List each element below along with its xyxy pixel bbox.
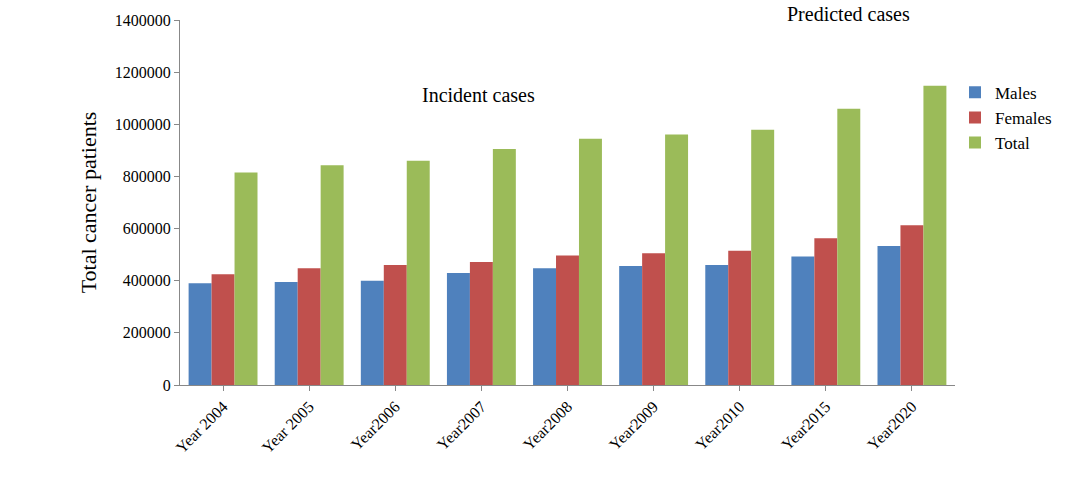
svg-text:Year2015: Year2015 (778, 398, 833, 453)
svg-text:Year2008: Year2008 (520, 398, 575, 453)
svg-text:Total cancer patients: Total cancer patients (76, 112, 101, 294)
svg-text:Year 2004: Year 2004 (173, 398, 231, 456)
svg-text:800000: 800000 (123, 168, 171, 185)
svg-text:Year2009: Year2009 (606, 398, 661, 453)
svg-text:600000: 600000 (123, 220, 171, 237)
svg-text:200000: 200000 (123, 324, 171, 341)
svg-text:1000000: 1000000 (115, 116, 171, 133)
svg-text:400000: 400000 (123, 272, 171, 289)
svg-text:Females: Females (995, 109, 1052, 128)
svg-text:Total: Total (995, 134, 1030, 153)
svg-text:0: 0 (163, 377, 171, 394)
svg-text:Males: Males (995, 84, 1037, 103)
svg-text:Year2010: Year2010 (692, 398, 747, 453)
svg-text:Year2007: Year2007 (434, 398, 489, 453)
svg-text:1200000: 1200000 (115, 64, 171, 81)
svg-text:Year2020: Year2020 (864, 398, 919, 453)
svg-text:Predicted cases: Predicted cases (787, 3, 910, 25)
svg-text:Incident cases: Incident cases (422, 84, 535, 106)
svg-text:1400000: 1400000 (115, 12, 171, 29)
svg-text:Year 2005: Year 2005 (259, 398, 317, 456)
svg-text:Year2006: Year2006 (348, 398, 403, 453)
